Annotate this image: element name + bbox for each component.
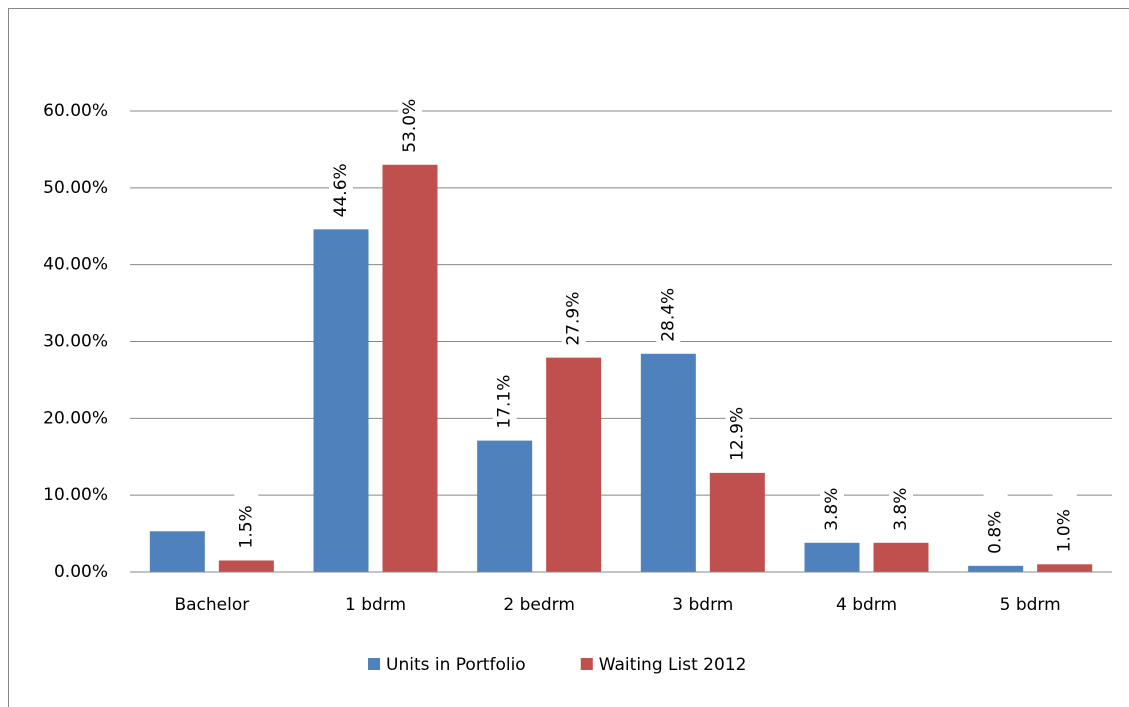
x-tick-label: 4 bdrm	[836, 595, 897, 615]
x-tick-label: 2 bedrm	[503, 595, 575, 615]
bar	[709, 472, 765, 572]
data-label: 44.6%	[331, 163, 351, 217]
data-label: 53.0%	[400, 99, 420, 153]
legend-swatch	[580, 658, 593, 670]
y-tick-label: 60.00%	[43, 101, 108, 121]
label-background	[656, 269, 681, 346]
data-label: 0.8%	[986, 511, 1006, 554]
label-background	[234, 476, 259, 553]
label-background	[561, 273, 586, 350]
y-tick-label: 30.00%	[43, 332, 108, 352]
label-background	[492, 356, 517, 433]
data-label: 1.5%	[236, 505, 256, 548]
bar	[968, 565, 1024, 572]
data-label: 1.0%	[1055, 509, 1075, 552]
legend-label: Waiting List 2012	[599, 655, 747, 675]
label-background	[983, 481, 1008, 558]
label-background	[398, 80, 422, 157]
data-label: 27.9%	[564, 292, 584, 346]
bar	[149, 531, 205, 572]
bar	[873, 542, 929, 572]
x-tick-label: 5 bdrm	[1000, 595, 1061, 615]
x-tick-label: 1 bdrm	[345, 595, 406, 615]
label-background	[1052, 480, 1077, 557]
bar	[1037, 564, 1093, 572]
data-label: 28.4%	[658, 288, 678, 342]
x-tick-label: 3 bdrm	[672, 595, 733, 615]
bar	[382, 164, 438, 573]
bar	[640, 353, 696, 572]
y-tick-label: 40.00%	[43, 255, 108, 275]
legend-swatch	[368, 658, 380, 670]
y-tick-label: 0.00%	[54, 562, 108, 582]
x-tick-label: Bachelor	[174, 595, 249, 615]
bar	[313, 229, 369, 572]
bar	[477, 440, 533, 572]
bar	[546, 357, 602, 572]
data-label: 3.8%	[891, 488, 911, 531]
legend-label: Units in Portfolio	[386, 655, 526, 675]
label-background	[725, 388, 750, 465]
label-background	[329, 145, 353, 222]
y-tick-label: 50.00%	[43, 178, 108, 198]
data-label: 17.1%	[495, 375, 515, 429]
y-tick-label: 20.00%	[43, 408, 108, 428]
label-background	[889, 458, 913, 535]
bar	[218, 560, 274, 572]
bar	[804, 542, 860, 572]
data-label: 3.8%	[822, 488, 842, 531]
label-background	[820, 458, 844, 535]
y-tick-label: 10.00%	[43, 485, 108, 505]
data-label: 12.9%	[727, 407, 747, 461]
chart-border	[8, 8, 1129, 707]
